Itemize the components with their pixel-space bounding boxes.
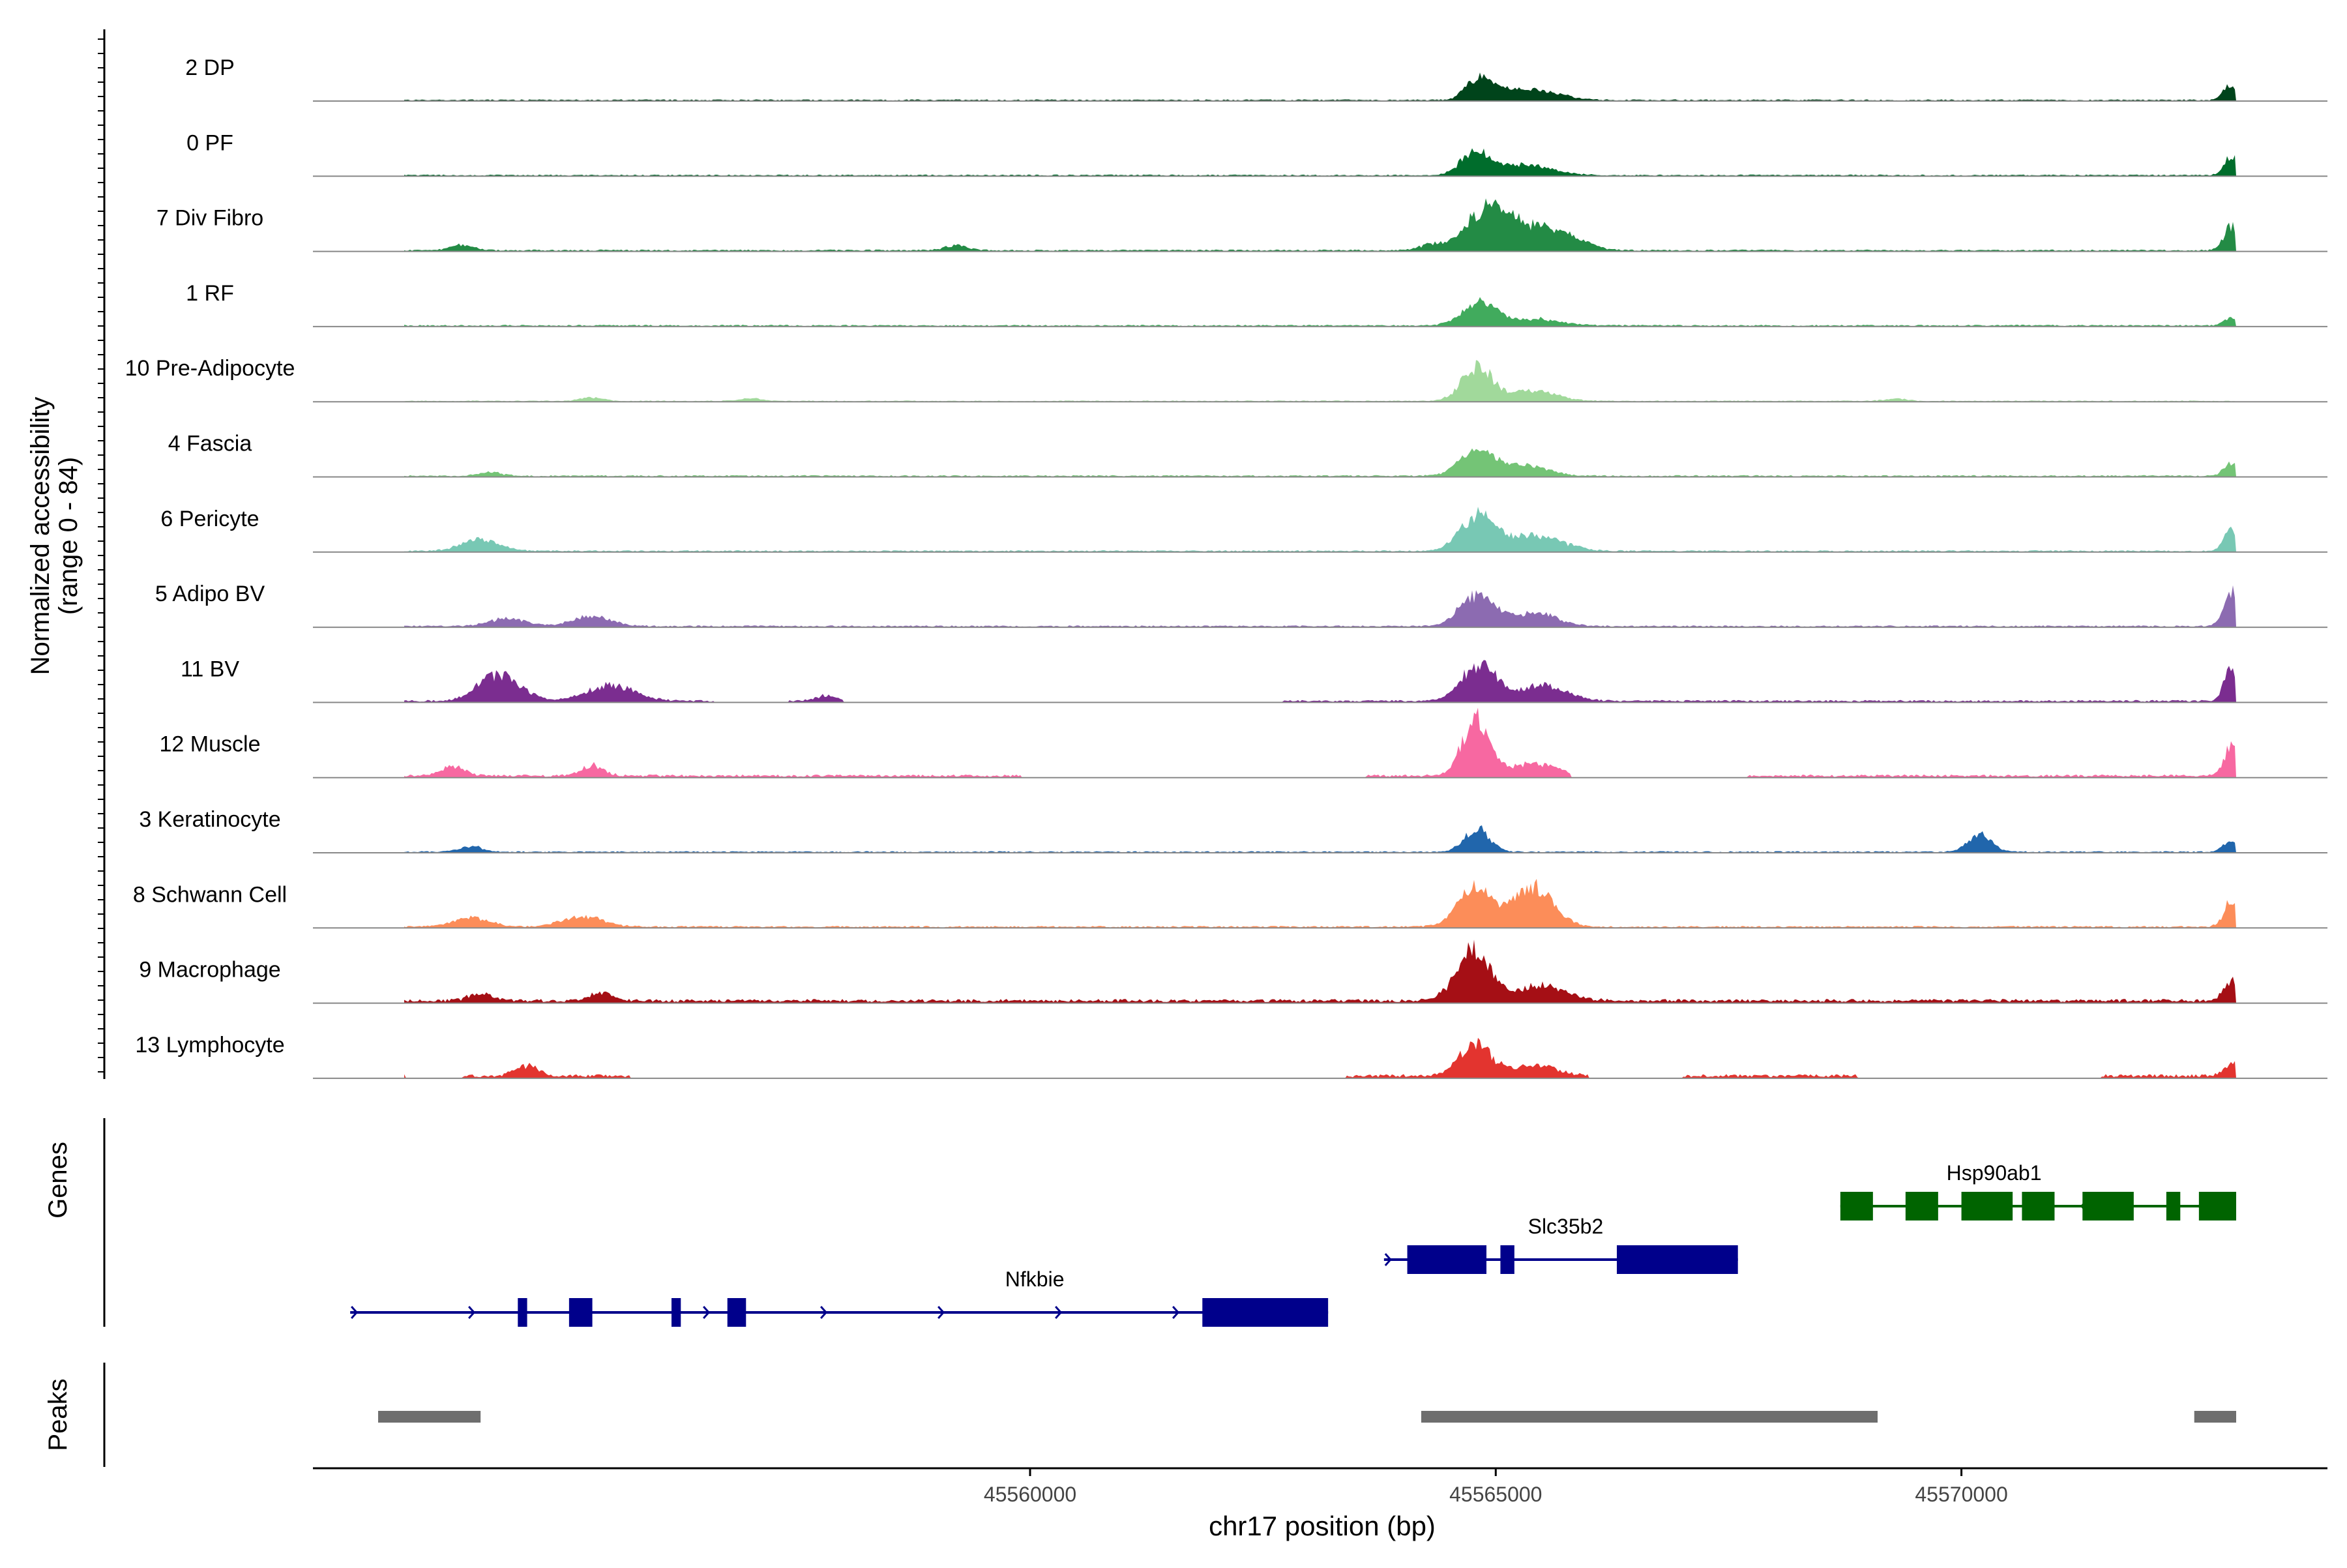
- x-tick-label: 45560000: [984, 1483, 1076, 1506]
- gene-nfkbie: Nfkbie: [350, 1267, 1329, 1327]
- track-label: 12 Muscle: [160, 732, 261, 757]
- y-axis-label-line2: (range 0 - 84): [54, 457, 83, 615]
- track-area: [404, 1037, 2236, 1078]
- track-10-pre-adipocyte: 10 Pre-Adipocyte: [125, 356, 2327, 403]
- track-11-bv: 11 BV: [181, 657, 2327, 703]
- x-tick-label: 45565000: [1449, 1483, 1542, 1506]
- track-area: [404, 825, 2236, 853]
- track-13-lymphocyte: 13 Lymphocyte: [135, 1033, 2327, 1079]
- peaks-panel: [103, 1363, 2236, 1467]
- x-tick-label: 45570000: [1915, 1483, 2007, 1506]
- track-3-keratinocyte: 3 Keratinocyte: [139, 807, 2327, 853]
- gene-slc35b2: Slc35b2: [1383, 1215, 1738, 1274]
- gene-exon: [568, 1298, 593, 1327]
- gene-strand-arrow: [820, 1306, 828, 1319]
- gene-label: Hsp90ab1: [1947, 1161, 2042, 1185]
- track-area: [404, 448, 2236, 477]
- gene-exon: [2166, 1192, 2181, 1220]
- track-label: 10 Pre-Adipocyte: [125, 356, 295, 381]
- track-area: [404, 939, 2236, 1003]
- gene-exon: [1202, 1298, 1329, 1327]
- track-2-dp: 2 DP: [185, 55, 2327, 102]
- track-area: [404, 660, 2236, 703]
- track-area: [404, 360, 2236, 402]
- track-area: [404, 585, 2236, 628]
- track-label: 4 Fascia: [168, 432, 252, 456]
- peak-region: [1421, 1411, 1878, 1423]
- peak-region: [2194, 1411, 2236, 1423]
- gene-exon: [2198, 1192, 2236, 1220]
- track-9-macrophage: 9 Macrophage: [139, 939, 2327, 1004]
- gene-exon: [1961, 1192, 2013, 1220]
- track-7-div-fibro: 7 Div Fibro: [156, 198, 2327, 252]
- gene-exon: [727, 1298, 746, 1327]
- gene-exon: [518, 1298, 527, 1327]
- track-label: 3 Keratinocyte: [139, 807, 280, 832]
- track-label: 6 Pericyte: [160, 507, 259, 531]
- track-label: 5 Adipo BV: [155, 582, 265, 606]
- genes-panel: Nfkbie Slc35b2 Hsp90ab1: [103, 1118, 2236, 1327]
- track-area: [404, 507, 2236, 552]
- track-area: [404, 72, 2236, 101]
- x-axis: 45560000 45565000 45570000: [313, 1467, 2327, 1506]
- gene-exon: [1905, 1192, 1938, 1220]
- track-5-adipo-bv: 5 Adipo BV: [155, 582, 2327, 629]
- track-area: [404, 879, 2236, 928]
- tracks-panel: 2 DP 0 PF 7 Div Fibro 1 RF 10 Pre-Adipocyte 4…: [98, 29, 2327, 1079]
- gene-exon: [1407, 1245, 1486, 1274]
- track-label: 8 Schwann Cell: [133, 882, 287, 907]
- peaks-axis-label: Peaks: [44, 1378, 72, 1451]
- y-axis: [98, 29, 106, 1079]
- track-label: 0 PF: [186, 130, 233, 155]
- gene-strand-arrow: [468, 1306, 476, 1319]
- track-label: 13 Lymphocyte: [135, 1033, 284, 1058]
- gene-exon: [2022, 1192, 2055, 1220]
- gene-exon: [672, 1298, 681, 1327]
- gene-hsp90ab1: Hsp90ab1: [1840, 1161, 2236, 1220]
- track-area: [404, 297, 2236, 327]
- gene-strand-arrow: [703, 1306, 711, 1319]
- gene-exon: [1500, 1245, 1514, 1274]
- track-area: [404, 707, 2236, 778]
- track-label: 11 BV: [181, 657, 239, 681]
- gene-strand-arrow: [1384, 1253, 1392, 1266]
- track-area: [404, 148, 2236, 177]
- gene-label: Slc35b2: [1528, 1215, 1604, 1238]
- track-12-muscle: 12 Muscle: [160, 707, 2327, 778]
- track-label: 9 Macrophage: [139, 958, 280, 983]
- y-axis-label-line1: Normalized accessibility: [26, 397, 55, 675]
- track-8-schwann-cell: 8 Schwann Cell: [133, 879, 2327, 929]
- track-6-pericyte: 6 Pericyte: [160, 507, 2327, 553]
- x-axis-label: chr17 position (bp): [1209, 1511, 1436, 1541]
- track-label: 2 DP: [185, 55, 235, 80]
- track-4-fascia: 4 Fascia: [168, 432, 2327, 478]
- gene-exon: [1617, 1245, 1738, 1274]
- gene-strand-arrow: [1055, 1306, 1063, 1319]
- track-0-pf: 0 PF: [186, 130, 2327, 177]
- track-label: 7 Div Fibro: [156, 206, 263, 231]
- track-1-rf: 1 RF: [186, 281, 2327, 327]
- gene-strand-arrow: [1172, 1306, 1180, 1319]
- gene-label: Nfkbie: [1005, 1267, 1065, 1291]
- genes-axis-label: Genes: [44, 1142, 72, 1219]
- gene-strand-arrow: [351, 1306, 359, 1319]
- track-area: [404, 198, 2236, 252]
- gene-exon: [2082, 1192, 2134, 1220]
- peak-region: [378, 1411, 481, 1423]
- track-label: 1 RF: [186, 281, 234, 306]
- gene-exon: [1840, 1192, 1873, 1220]
- gene-strand-arrow: [937, 1306, 945, 1319]
